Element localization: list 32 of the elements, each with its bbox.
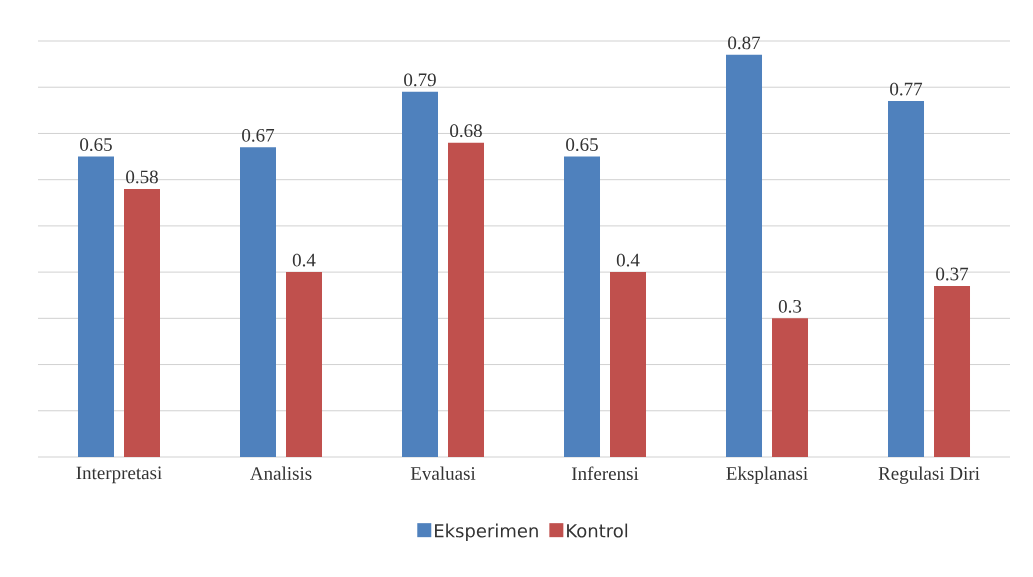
bar bbox=[726, 54, 763, 457]
data-label: 0.87 bbox=[728, 36, 761, 50]
x-tick-label: Inferensi bbox=[571, 466, 639, 481]
bar bbox=[934, 285, 971, 457]
legend-label: Kontrol bbox=[567, 523, 628, 538]
bar bbox=[610, 272, 646, 457]
data-label: 0.67 bbox=[242, 128, 275, 142]
data-label: 0.4 bbox=[292, 253, 316, 267]
bar bbox=[888, 101, 925, 457]
legend-label: Eksperimen bbox=[435, 523, 538, 542]
data-label: 0.77 bbox=[890, 82, 923, 96]
data-label: 0.4 bbox=[616, 253, 640, 267]
bar bbox=[240, 147, 276, 457]
data-label: 0.65 bbox=[80, 138, 112, 152]
x-tick-label: Regulasi Diri bbox=[878, 466, 980, 484]
x-tick-label: Interpretasi bbox=[76, 466, 162, 484]
bar bbox=[448, 142, 484, 457]
bar bbox=[402, 91, 438, 457]
data-label: 0.79 bbox=[404, 73, 436, 87]
data-label: 0.65 bbox=[566, 138, 598, 152]
x-tick-label: Evaluasi bbox=[410, 466, 476, 480]
x-tick-label: Eksplanasi bbox=[726, 466, 808, 484]
data-label: 0.37 bbox=[936, 267, 969, 281]
x-tick-label: Analisis bbox=[250, 466, 312, 480]
bar bbox=[286, 272, 322, 457]
data-label: 0.3 bbox=[778, 299, 802, 313]
bar bbox=[772, 318, 809, 457]
bar bbox=[78, 156, 114, 457]
bar bbox=[564, 156, 600, 457]
data-label: 0.58 bbox=[126, 170, 158, 184]
data-label: 0.68 bbox=[450, 124, 482, 138]
bar bbox=[124, 188, 160, 457]
